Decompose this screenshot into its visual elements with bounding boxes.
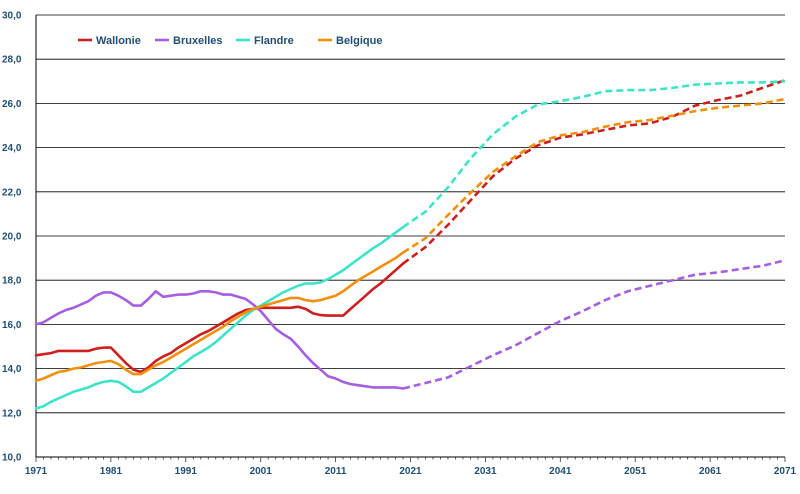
legend-label-belgique: Belgique [336,35,382,47]
y-tick-label: 12,0 [2,408,22,419]
y-tick-label: 30,0 [2,11,22,22]
y-tick-label: 24,0 [2,143,22,154]
x-tick-label: 2001 [250,466,273,477]
x-tick-label: 2051 [624,466,647,477]
legend-label-wallonie: Wallonie [96,35,141,47]
y-tick-label: 16,0 [2,320,22,331]
x-tick-label: 2041 [549,466,572,477]
series-lines [34,78,786,410]
x-tick-label: 1981 [100,466,123,477]
y-tick-label: 20,0 [2,232,22,243]
gridlines [36,14,785,458]
legend-label-bruxelles: Bruxelles [173,35,223,47]
series-line-flandre-projection [402,80,786,229]
x-tick-label: 2071 [774,466,797,477]
x-tick-label: 2021 [399,466,422,477]
y-tick-label: 28,0 [2,55,22,66]
legend-label-flandre: Flandre [254,35,294,47]
x-tick-label: 2031 [474,466,497,477]
y-tick-label: 22,0 [2,187,22,198]
series-line-flandre-observed [34,225,405,410]
series-line-belgique-projection [402,97,786,254]
y-tick-label: 26,0 [2,99,22,110]
series-line-bruxelles-projection [402,259,786,390]
series-line-wallonie-observed [34,262,405,374]
y-tick-label: 14,0 [2,364,22,375]
x-tick-label: 1971 [25,466,48,477]
x-tick-label: 2011 [325,466,347,477]
legend: Wallonie Bruxelles Flandre Belgique [78,35,382,47]
x-tick-label: 1991 [175,466,198,477]
axes: 10,0 12,0 14,0 16,0 18,0 20,0 22,0 24,0 26,0 28,0… [2,11,797,478]
series-line-bruxelles-observed [34,289,405,390]
x-tick-label: 2061 [699,466,722,477]
y-tick-label: 18,0 [2,276,22,287]
series-line-belgique-observed [34,251,405,383]
y-tick-label: 10,0 [2,453,22,464]
